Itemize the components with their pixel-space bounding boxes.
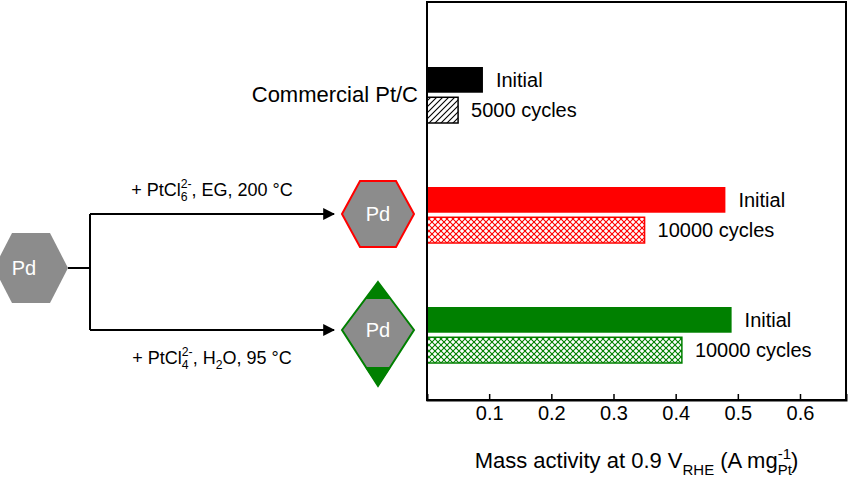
bar-label: 5000 cycles (471, 99, 577, 121)
arrow (90, 329, 334, 331)
text-run: , EG, 200 °C (192, 180, 293, 200)
x-tick-label: 0.2 (538, 402, 566, 424)
x-tick-mark (489, 394, 491, 400)
arrow (90, 213, 334, 215)
text-run: (A mg (714, 448, 778, 473)
bar-label: Initial (496, 69, 543, 91)
text-run: , H (193, 348, 216, 368)
x-tick-label: 0.3 (600, 402, 628, 424)
superscript: 2- (182, 345, 193, 359)
x-tick: 0.3 (600, 394, 628, 424)
bar (427, 187, 725, 213)
x-axis-title: Mass activity at 0.9 VRHE (A mgPt-1) (475, 445, 799, 478)
bar-label: Initial (745, 309, 792, 331)
product-shape (342, 282, 414, 386)
product-tip (365, 282, 391, 299)
x-tick-label: 0.1 (476, 402, 504, 424)
x-tick-label: 0.4 (662, 402, 690, 424)
product-tip (365, 367, 391, 386)
x-tick: 0.4 (662, 394, 690, 424)
text-run: O, 95 °C (223, 348, 292, 368)
x-tick-mark (551, 394, 553, 400)
x-tick-label: 0.6 (787, 402, 815, 424)
bar (427, 217, 645, 243)
precursor-shape (0, 233, 68, 303)
x-tick: 0.5 (724, 394, 752, 424)
bar (427, 97, 458, 123)
bar-label: Initial (738, 189, 785, 211)
product-label: Pd (366, 203, 390, 225)
category-label: Commercial Pt/C (252, 82, 418, 107)
subscript: 4 (182, 358, 189, 372)
route-conditions: + PtCl42-, H2O, 95 °C (132, 345, 291, 372)
route-conditions: + PtCl62-, EG, 200 °C (131, 177, 293, 204)
x-axis: 0.1 0.2 0.3 0.4 0.5 0.6 (428, 394, 847, 424)
superscript: 2- (181, 177, 192, 191)
text-run: + PtCl (131, 180, 181, 200)
superscript: -1 (778, 445, 791, 462)
subscript: RHE (683, 461, 715, 478)
bar-labels: Initial Initial Initial 5000 cycles 10000 cy… (471, 69, 812, 361)
bars (427, 67, 732, 363)
plot-frame (427, 2, 846, 400)
text-run: + PtCl (132, 348, 182, 368)
text-run: Mass activity at 0.9 V (475, 448, 683, 473)
figure: Pd+ PtCl62-, EG, 200 °C+ PtCl42-, H2O, 9… (0, 0, 854, 482)
y-tick: Commercial Pt/C (252, 82, 418, 107)
bar (427, 67, 483, 93)
x-tick-mark (675, 394, 677, 400)
connector (68, 214, 90, 330)
x-axis-line (428, 394, 847, 401)
bar-label: 10000 cycles (658, 219, 775, 241)
x-tick-mark (800, 394, 802, 400)
product-shape (342, 181, 414, 247)
x-tick-mark (613, 394, 615, 400)
scheme: Pd+ PtCl62-, EG, 200 °C+ PtCl42-, H2O, 9… (0, 177, 414, 386)
x-tick: 0.1 (476, 394, 504, 424)
subscript: 6 (181, 190, 188, 204)
x-tick-mark (738, 394, 740, 400)
text-run: ) (791, 448, 798, 473)
x-tick: 0.6 (787, 394, 815, 424)
bar-label: 10000 cycles (695, 339, 812, 361)
product-label: Pd (366, 319, 390, 341)
bar (427, 307, 732, 333)
y-axis: Commercial Pt/C (252, 82, 418, 107)
x-tick: 0.2 (538, 394, 566, 424)
bar (427, 337, 682, 363)
x-tick-label: 0.5 (724, 402, 752, 424)
precursor-label: Pd (12, 257, 36, 279)
